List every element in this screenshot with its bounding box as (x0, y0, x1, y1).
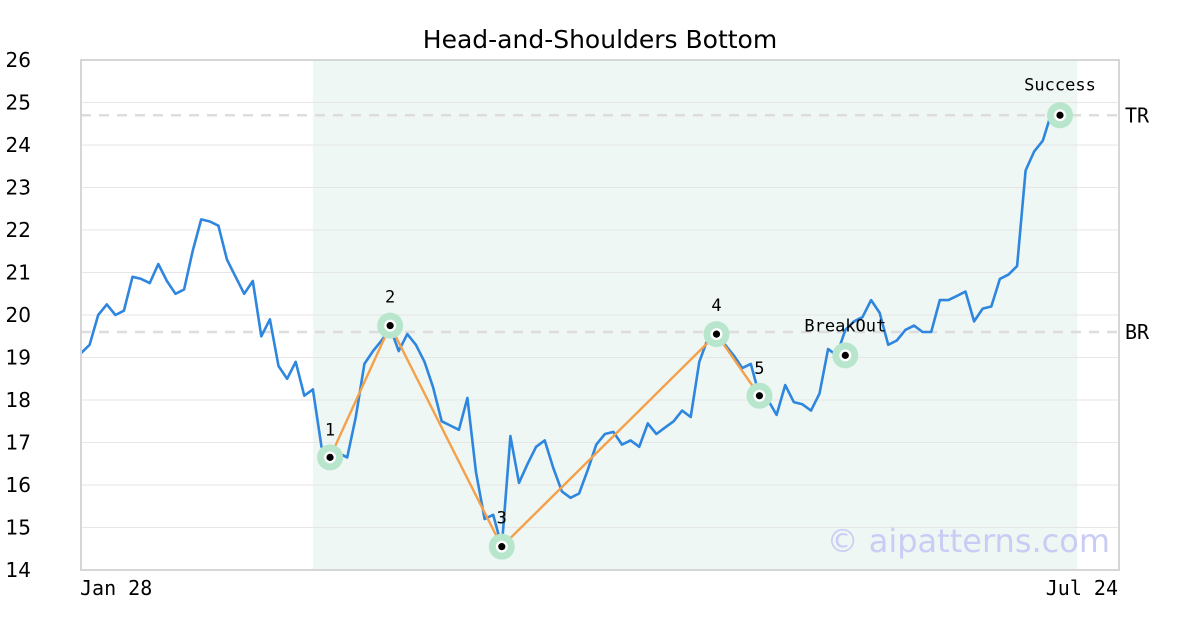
y-tick-20: 20 (6, 303, 31, 327)
y-tick-26: 26 (6, 48, 31, 72)
y-tick-15: 15 (6, 516, 31, 540)
ref-label-br: BR (1125, 320, 1150, 344)
pattern-point-2-label: 2 (385, 288, 395, 308)
y-tick-22: 22 (6, 218, 31, 242)
price-line (80, 111, 1061, 548)
chart-title: Head-and-Shoulders Bottom (423, 25, 777, 54)
x-tick-end: Jul 24 (1046, 576, 1118, 600)
success-point-dot (1056, 111, 1064, 119)
pattern-point-5-dot (755, 392, 764, 400)
ref-label-tr: TR (1125, 103, 1150, 127)
y-tick-16: 16 (6, 473, 31, 497)
y-tick-14: 14 (6, 558, 31, 582)
pattern-point-3-dot (498, 543, 506, 551)
y-tick-25: 25 (6, 91, 31, 115)
grid-lines (81, 102, 1119, 528)
pattern-point-2-dot (386, 322, 394, 330)
pattern-point-1-dot (326, 453, 334, 461)
pattern-point-5-label: 5 (754, 359, 764, 379)
pattern-markers: 1 2 3 4 5 BreakOut Success (317, 75, 1096, 560)
y-tick-24: 24 (6, 133, 31, 157)
breakout-point-dot (841, 351, 849, 359)
success-point-label: Success (1024, 75, 1096, 95)
y-tick-21: 21 (6, 261, 31, 285)
pattern-point-1-label: 1 (325, 420, 335, 440)
x-tick-start: Jan 28 (80, 576, 152, 600)
reference-lines: TR BR (81, 103, 1150, 344)
plot-frame (80, 59, 1120, 571)
y-tick-19: 19 (6, 346, 31, 370)
y-tick-17: 17 (6, 431, 31, 455)
pattern-point-4-dot (712, 330, 721, 338)
y-axis-ticks: 14 15 16 17 18 19 20 21 22 23 24 25 26 (6, 48, 31, 582)
watermark: © aipatterns.com (827, 522, 1110, 560)
pattern-point-3-label: 3 (497, 509, 507, 529)
pattern-point-4-label: 4 (711, 296, 721, 316)
y-tick-23: 23 (6, 176, 31, 200)
y-tick-18: 18 (6, 388, 31, 412)
breakout-point-label: BreakOut (804, 316, 886, 336)
